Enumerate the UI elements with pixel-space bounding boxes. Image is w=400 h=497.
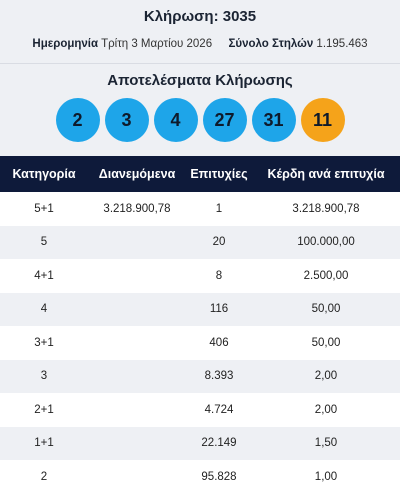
number-ball: 31	[251, 98, 296, 142]
results-panel: Αποτελέσματα Κλήρωσης 2 3 4 27 31 11	[0, 64, 400, 156]
table-row: 2+1 4.724 2,00	[0, 393, 400, 427]
header-category: Κατηγορία	[0, 156, 88, 192]
winners-cell: 116	[186, 292, 252, 326]
category-cell: 2+1	[34, 403, 54, 416]
distributed-cell	[88, 393, 186, 427]
winners-cell: 4.724	[204, 403, 234, 416]
draw-title: Κλήρωση: 3035	[143, 8, 257, 25]
date-value: Τρίτη 3 Μαρτίου 2026	[101, 38, 213, 50]
winners-cell: 22.149	[186, 426, 252, 460]
table-row: 4 116 50,00	[0, 292, 400, 326]
winners-cell: 8.393	[186, 359, 252, 393]
table-header-row: Κατηγορία Διανεμόμενα Επιτυχίες Κέρδη αν…	[0, 156, 400, 192]
prize-cell: 50,00	[252, 292, 400, 326]
table-row: 3 8.393 2,00	[0, 359, 400, 393]
category-cell: 4	[0, 292, 88, 326]
winners-cell: 406	[209, 336, 229, 349]
distributed-cell	[88, 460, 186, 494]
distributed-cell	[88, 225, 186, 259]
category-cell: 3	[0, 359, 88, 393]
number-ball: 2	[55, 98, 100, 142]
distributed-cell	[88, 259, 186, 293]
distributed-cell	[88, 326, 186, 360]
category-cell: 3+1	[34, 336, 54, 349]
prize-table: Κατηγορία Διανεμόμενα Επιτυχίες Κέρδη αν…	[0, 156, 400, 494]
number-ball: 4	[153, 98, 198, 142]
winning-numbers: 2 3 4 27 31 11	[0, 98, 400, 142]
distributed-cell	[88, 359, 186, 393]
winners-cell: 1	[215, 202, 223, 215]
table-row: 1+1 22.149 1,50	[0, 426, 400, 460]
prize-cell: 100.000,00	[252, 225, 400, 259]
winners-cell: 95.828	[201, 470, 237, 483]
prize-cell: 1,50	[252, 426, 400, 460]
columns-label: Σύνολο Στηλών	[228, 38, 314, 50]
category-cell: 1+1	[0, 426, 88, 460]
columns-value: 1.195.463	[316, 38, 368, 50]
table-row: 4+1 8 2.500,00	[0, 259, 400, 293]
category-cell: 5+1	[34, 202, 54, 215]
distributed-cell	[88, 292, 186, 326]
category-cell: 2	[40, 470, 48, 483]
prize-cell: 3.218.900,78	[292, 202, 360, 215]
prize-cell: 2,00	[252, 359, 400, 393]
distributed-cell: 3.218.900,78	[103, 202, 171, 215]
table-row: 3+1 406 50,00	[0, 326, 400, 360]
date-label: Ημερομηνία	[32, 38, 99, 50]
number-ball: 3	[104, 98, 149, 142]
draw-header: Κλήρωση: 3035 Ημερομηνία Τρίτη 3 Μαρτίου…	[0, 0, 400, 64]
category-cell: 4+1	[34, 269, 54, 282]
winners-cell: 8	[215, 269, 223, 282]
draw-meta: Ημερομηνία Τρίτη 3 Μαρτίου 2026 Σύνολο Σ…	[0, 38, 400, 50]
prize-cell: 50,00	[311, 336, 341, 349]
table-row: 5+1 3.218.900,78 1 3.218.900,78	[0, 192, 400, 226]
header-winners: Επιτυχίες	[186, 156, 252, 192]
prize-cell: 1,00	[314, 470, 338, 483]
number-ball: 27	[202, 98, 247, 142]
prize-cell: 2,00	[314, 403, 338, 416]
prize-cell: 2.500,00	[303, 269, 349, 282]
distributed-cell	[88, 426, 186, 460]
header-distributed: Διανεμόμενα	[88, 156, 186, 192]
table-row: 2 95.828 1,00	[0, 460, 400, 494]
winners-cell: 20	[186, 225, 252, 259]
category-cell: 5	[0, 225, 88, 259]
results-title: Αποτελέσματα Κλήρωσης	[107, 72, 293, 89]
table-row: 5 20 100.000,00	[0, 225, 400, 259]
header-prize-per-winner: Κέρδη ανά επιτυχία	[252, 156, 400, 192]
bonus-ball: 11	[300, 98, 345, 142]
